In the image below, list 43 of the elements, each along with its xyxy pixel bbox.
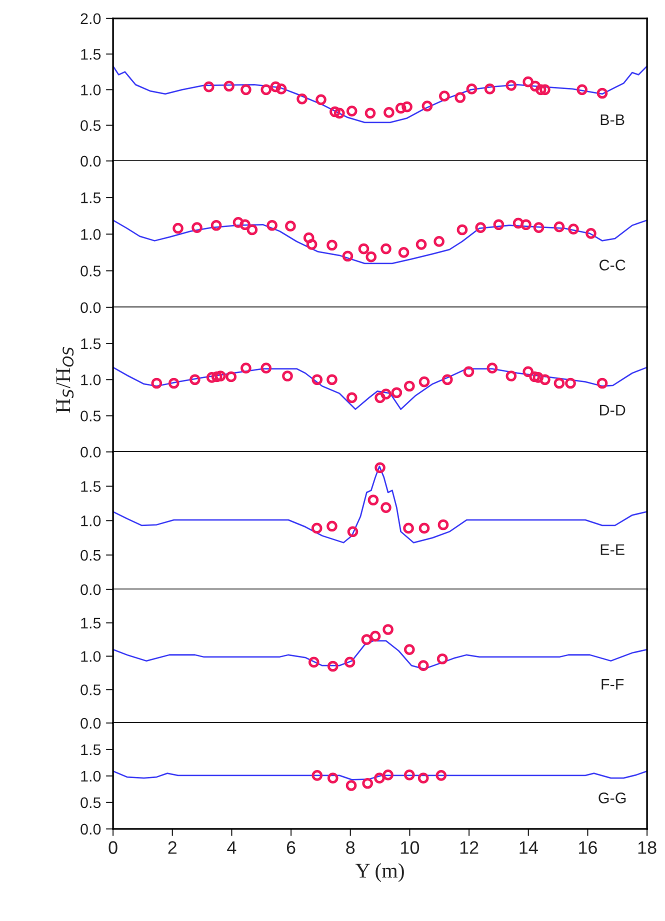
y-tick-label: 0.5 — [80, 120, 101, 131]
y-tick-label: 0.0 — [80, 302, 101, 314]
x-tick-label: 8 — [346, 841, 355, 854]
y-tick-label: 0.5 — [80, 410, 101, 422]
y-tick-label: 1.5 — [81, 481, 101, 492]
x-tick-label: 2 — [168, 841, 176, 854]
x-tick-label: 0 — [108, 841, 118, 854]
x-axis-title: Y (m) — [356, 863, 404, 882]
y-tick-label: 0.5 — [80, 684, 101, 696]
y-tick-label: 1.0 — [81, 84, 101, 96]
annotation: E-E — [600, 544, 624, 555]
y-tick-label: 0.0 — [80, 824, 101, 835]
x-tick-label: 6 — [286, 841, 296, 854]
y-tick-label: 0.5 — [80, 266, 101, 276]
annotation: G-G — [598, 792, 626, 804]
annotation: D-D — [600, 404, 626, 416]
annotation: C-C — [600, 260, 626, 270]
y-tick-label: 1.5 — [81, 49, 101, 60]
y-tick-label: 1.0 — [81, 374, 101, 386]
annotation: F-F — [602, 679, 624, 690]
y-tick-label: 1.5 — [81, 338, 101, 350]
y-tick-label: 0.0 — [80, 446, 101, 458]
y-tick-label: 1.5 — [81, 618, 101, 629]
y-tick-label: 2.0 — [80, 13, 101, 24]
y-tick-label: 1.0 — [81, 229, 101, 240]
y-tick-label: 1.0 — [81, 770, 101, 782]
x-tick-label: 10 — [401, 841, 420, 854]
y-axis-title: H$_{S}$/H$_{OS}$ — [56, 346, 74, 413]
y-tick-label: 1.0 — [81, 516, 101, 526]
y-tick-label: 0.0 — [80, 584, 101, 596]
y-tick-label: 0.5 — [80, 550, 101, 561]
x-tick-label: 4 — [227, 841, 236, 854]
x-tick-label: 18 — [638, 841, 656, 854]
y-tick-label: 0.5 — [80, 797, 101, 808]
y-tick-label: 0.0 — [80, 718, 101, 729]
x-tick-label: 16 — [579, 841, 597, 854]
x-tick-label: 12 — [460, 841, 478, 854]
y-tick-label: 0.0 — [80, 156, 101, 167]
annotation: B-B — [600, 114, 624, 125]
y-tick-label: 1.5 — [81, 744, 101, 756]
x-tick-label: 14 — [520, 841, 538, 854]
y-tick-label: 1.5 — [81, 192, 101, 204]
y-tick-label: 1.0 — [81, 651, 101, 662]
